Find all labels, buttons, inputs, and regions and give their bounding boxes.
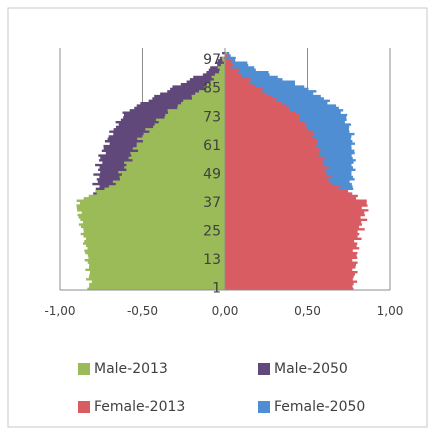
y-tick-label-61: 61 [203,138,221,154]
bars [76,52,369,290]
x-tick-label-2: 0,00 [212,304,239,318]
legend-swatch-male-2013 [78,363,90,375]
legend-label-female-2050: Female-2050 [274,399,365,415]
y-tick-label-37: 37 [203,195,221,211]
legend-label-male-2013: Male-2013 [94,361,168,377]
x-tick-label-1: -0,50 [127,304,158,318]
y-tick-label-49: 49 [203,166,221,182]
y-tick-label-25: 25 [203,224,221,240]
series-male-2013 [76,52,227,290]
legend-label-female-2013: Female-2013 [94,399,185,415]
legend-item-male-2050: Male-2050 [258,361,348,377]
legend-item-female-2050: Female-2050 [258,399,365,415]
x-tick-label-0: -1,00 [44,304,75,318]
y-tick-label-1: 1 [212,281,221,297]
legend-swatch-male-2050 [258,363,270,375]
y-tick-label-13: 13 [203,252,221,268]
axes: 1 13 25 37 49 61 73 85 97 -1,00 -0,50 0,00 0,50 1,00 [44,48,403,318]
legend-item-female-2013: Female-2013 [78,399,185,415]
x-tick-label-3: 0,50 [294,304,321,318]
y-tick-label-73: 73 [203,109,221,125]
series-female-2013 [223,52,369,290]
x-tick-label-4: 1,00 [377,304,404,318]
y-tick-label-85: 85 [203,81,221,97]
y-tick-label-97: 97 [203,52,221,68]
legend: Male-2013 Male-2050 Female-2013 Female-2050 [78,361,365,415]
legend-swatch-female-2050 [258,401,270,413]
legend-item-male-2013: Male-2013 [78,361,168,377]
legend-label-male-2050: Male-2050 [274,361,348,377]
legend-swatch-female-2013 [78,401,90,413]
